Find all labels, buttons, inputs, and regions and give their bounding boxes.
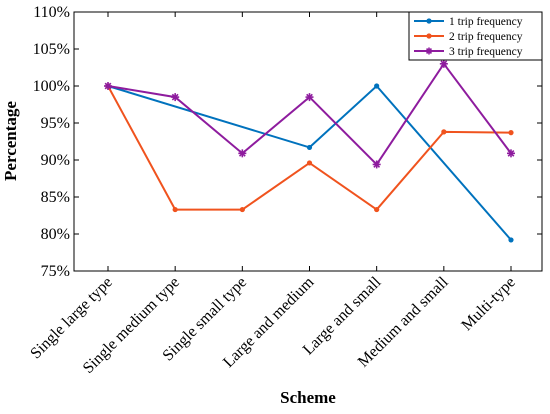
star-stroke (507, 149, 515, 157)
y-axis-label: Percentage (1, 101, 20, 181)
y-tick-label: 75% (41, 263, 70, 280)
star-stroke (104, 82, 112, 90)
legend-label: 2 trip frequency (449, 31, 523, 43)
y-tick-label: 100% (33, 78, 70, 95)
series-line (107, 84, 512, 241)
data-point-star-marker (507, 149, 515, 158)
y-tick-label: 95% (41, 115, 70, 132)
data-point-marker (306, 160, 313, 166)
data-point-star-marker (305, 93, 314, 102)
series-layer (104, 59, 515, 243)
data-point-star-marker (439, 59, 448, 68)
data-point-star-marker (238, 149, 247, 158)
series-3 (104, 59, 515, 169)
data-point-star-marker (372, 160, 381, 169)
star-stroke (373, 161, 381, 168)
data-point-marker (374, 206, 380, 213)
y-tick-label: 90% (41, 152, 70, 169)
star-stroke (306, 93, 313, 101)
y-tick-label: 85% (41, 189, 70, 206)
legend-label: 1 trip frequency (449, 16, 523, 28)
legend-marker (426, 18, 432, 24)
legend-label: 3 trip frequency (449, 46, 523, 58)
x-tick-label: Multi-type (458, 274, 518, 334)
series-2 (105, 83, 514, 213)
star-stroke (171, 93, 179, 101)
data-point-marker (239, 206, 245, 213)
legend-marker (426, 33, 432, 39)
legend: 1 trip frequency 2 trip frequency 3 trip f… (408, 11, 543, 61)
star-stroke (238, 149, 246, 157)
data-point-star-marker (425, 47, 433, 55)
star-stroke (440, 60, 448, 68)
data-point-marker (508, 130, 514, 136)
data-point-marker (172, 206, 178, 213)
star-stroke (425, 47, 433, 55)
x-axis-label: Scheme (280, 388, 336, 407)
y-tick-label: 105% (33, 41, 70, 58)
y-axis: 75% 80% 85% 90% 95% 100% 105% 110% (33, 4, 542, 280)
data-point-marker (374, 83, 380, 89)
data-point-marker (508, 237, 514, 243)
y-tick-label: 110% (33, 4, 70, 21)
data-point-star-marker (104, 82, 112, 90)
data-point-marker (306, 144, 313, 151)
data-point-star-marker (171, 93, 180, 102)
y-tick-label: 80% (41, 226, 70, 243)
data-point-marker (441, 129, 447, 135)
